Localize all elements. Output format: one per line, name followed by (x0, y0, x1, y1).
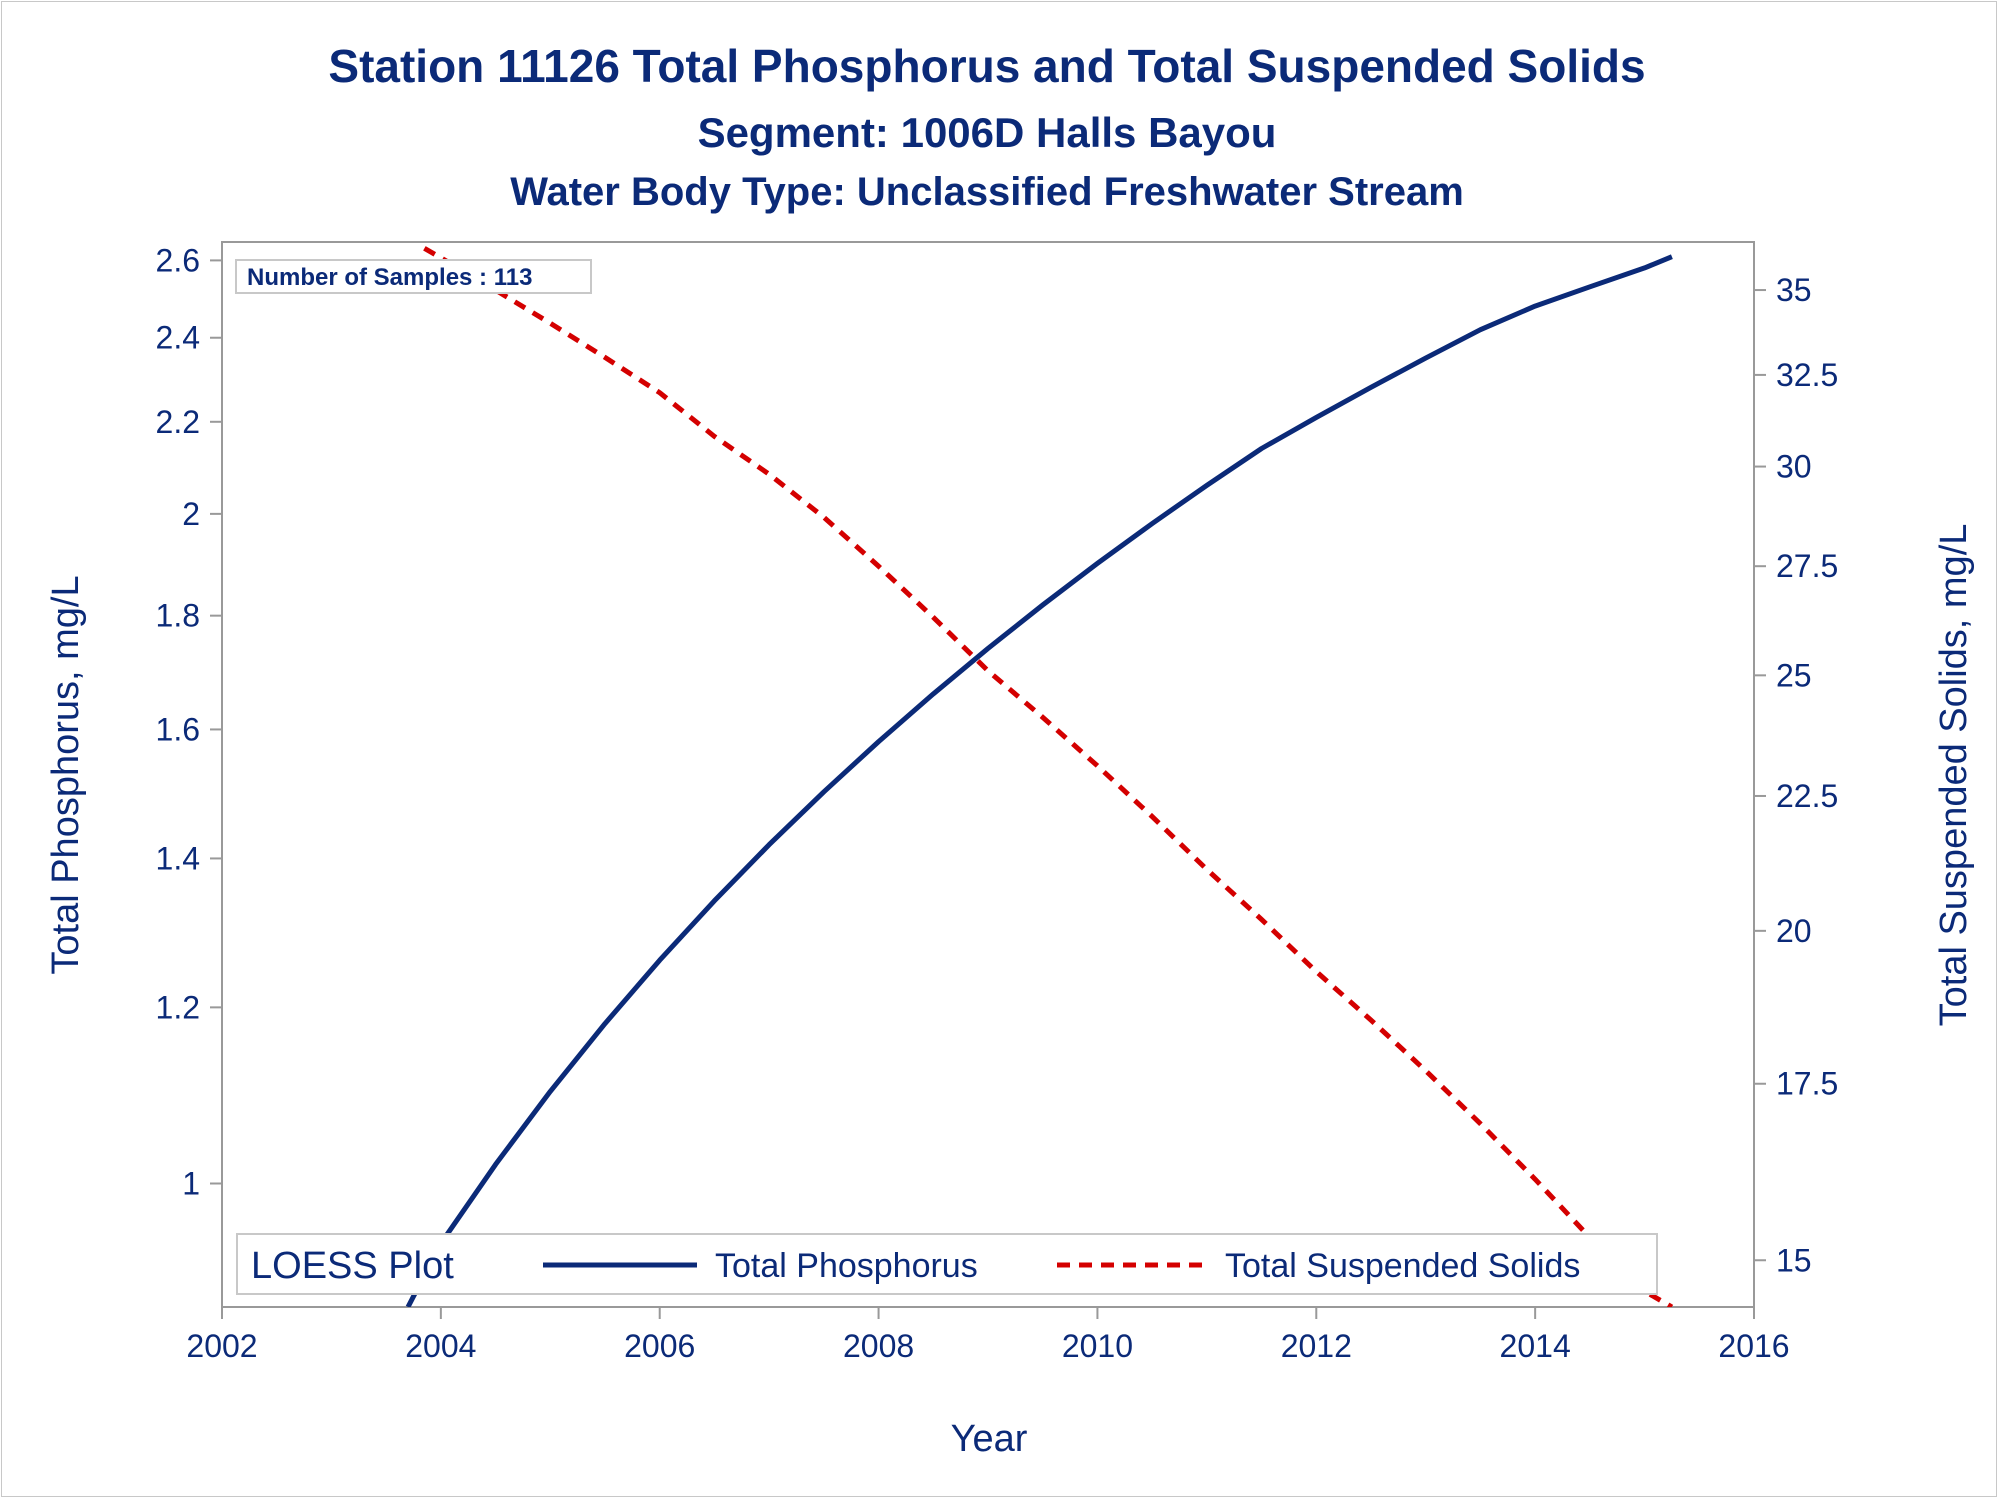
y-left-tick-label: 1.2 (156, 989, 200, 1025)
plot-area-border (221, 241, 1755, 1308)
y-right-tick-label: 30 (1776, 449, 1812, 485)
chart-title: Station 11126 Total Phosphorus and Total… (328, 40, 1645, 92)
y-right-tick-label: 20 (1776, 913, 1812, 949)
series-line-total-suspended-solids (423, 246, 1674, 1307)
series-layer (405, 246, 1674, 1307)
legend-title: LOESS Plot (251, 1245, 454, 1287)
y-left-tick-label: 1.6 (156, 711, 200, 747)
x-axis-title: Year (951, 1418, 1028, 1460)
y-axis-left: 1 1.2 1.4 1.6 1.8 2 2.2 2.4 2.6 (156, 242, 222, 1202)
y-left-tick-label: 1.4 (156, 840, 200, 876)
x-tick-label: 2004 (405, 1328, 476, 1364)
x-tick-label: 2014 (1500, 1328, 1571, 1364)
y-right-tick-label: 22.5 (1776, 778, 1838, 814)
x-axis: 2002 2004 2006 2008 2010 2012 2014 2016 (186, 1307, 1790, 1364)
y-axis-right-title: Total Suspended Solids, mg/L (1933, 524, 1975, 1027)
y-axis-right: 15 17.5 20 22.5 25 27.5 30 32.5 35 (1754, 272, 1838, 1278)
x-tick-label: 2010 (1062, 1328, 1133, 1364)
y-left-tick-label: 1.8 (156, 598, 200, 634)
x-tick-label: 2006 (624, 1328, 695, 1364)
legend: LOESS Plot Total Phosphorus Total Suspen… (236, 1233, 1658, 1295)
legend-label-total-suspended-solids: Total Suspended Solids (1225, 1247, 1580, 1285)
x-tick-label: 2012 (1281, 1328, 1352, 1364)
x-tick-label: 2002 (186, 1328, 257, 1364)
x-tick-label: 2008 (843, 1328, 914, 1364)
y-right-tick-label: 25 (1776, 657, 1812, 693)
y-left-tick-label: 2.4 (156, 320, 200, 356)
legend-label-total-phosphorus: Total Phosphorus (715, 1247, 978, 1285)
y-left-tick-label: 1 (182, 1166, 200, 1202)
y-left-tick-label: 2 (182, 496, 200, 532)
samples-inset-box (235, 259, 592, 294)
y-left-tick-label: 2.6 (156, 242, 200, 278)
samples-count-label: Number of Samples : 113 (247, 264, 532, 291)
y-axis-left-title: Total Phosphorus, mg/L (45, 575, 87, 974)
x-tick-label: 2016 (1718, 1328, 1789, 1364)
y-right-tick-label: 32.5 (1776, 357, 1838, 393)
samples-inset: Number of Samples : 113 (235, 259, 592, 294)
y-right-tick-label: 15 (1776, 1242, 1812, 1278)
y-right-tick-label: 27.5 (1776, 548, 1838, 584)
chart-subtitle-segment: Segment: 1006D Halls Bayou (698, 109, 1277, 156)
series-line-total-phosphorus (405, 254, 1673, 1307)
y-right-tick-label: 35 (1776, 272, 1812, 308)
chart-subtitle-water-body: Water Body Type: Unclassified Freshwater… (510, 170, 1464, 214)
y-right-tick-label: 17.5 (1776, 1066, 1838, 1102)
legend-box (236, 1233, 1658, 1295)
y-left-tick-label: 2.2 (156, 404, 200, 440)
